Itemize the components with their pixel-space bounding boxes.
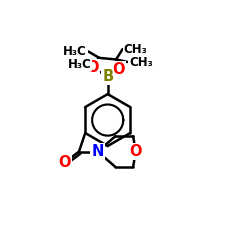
Text: H₃C: H₃C (63, 45, 87, 58)
Text: O: O (112, 62, 125, 77)
Text: H₃C: H₃C (68, 58, 92, 71)
Text: CH₃: CH₃ (129, 56, 153, 68)
Text: B: B (102, 69, 113, 84)
Text: O: O (86, 60, 99, 75)
Text: CH₃: CH₃ (124, 43, 148, 56)
Text: N: N (92, 144, 104, 159)
Text: O: O (130, 144, 142, 159)
Text: O: O (58, 155, 70, 170)
